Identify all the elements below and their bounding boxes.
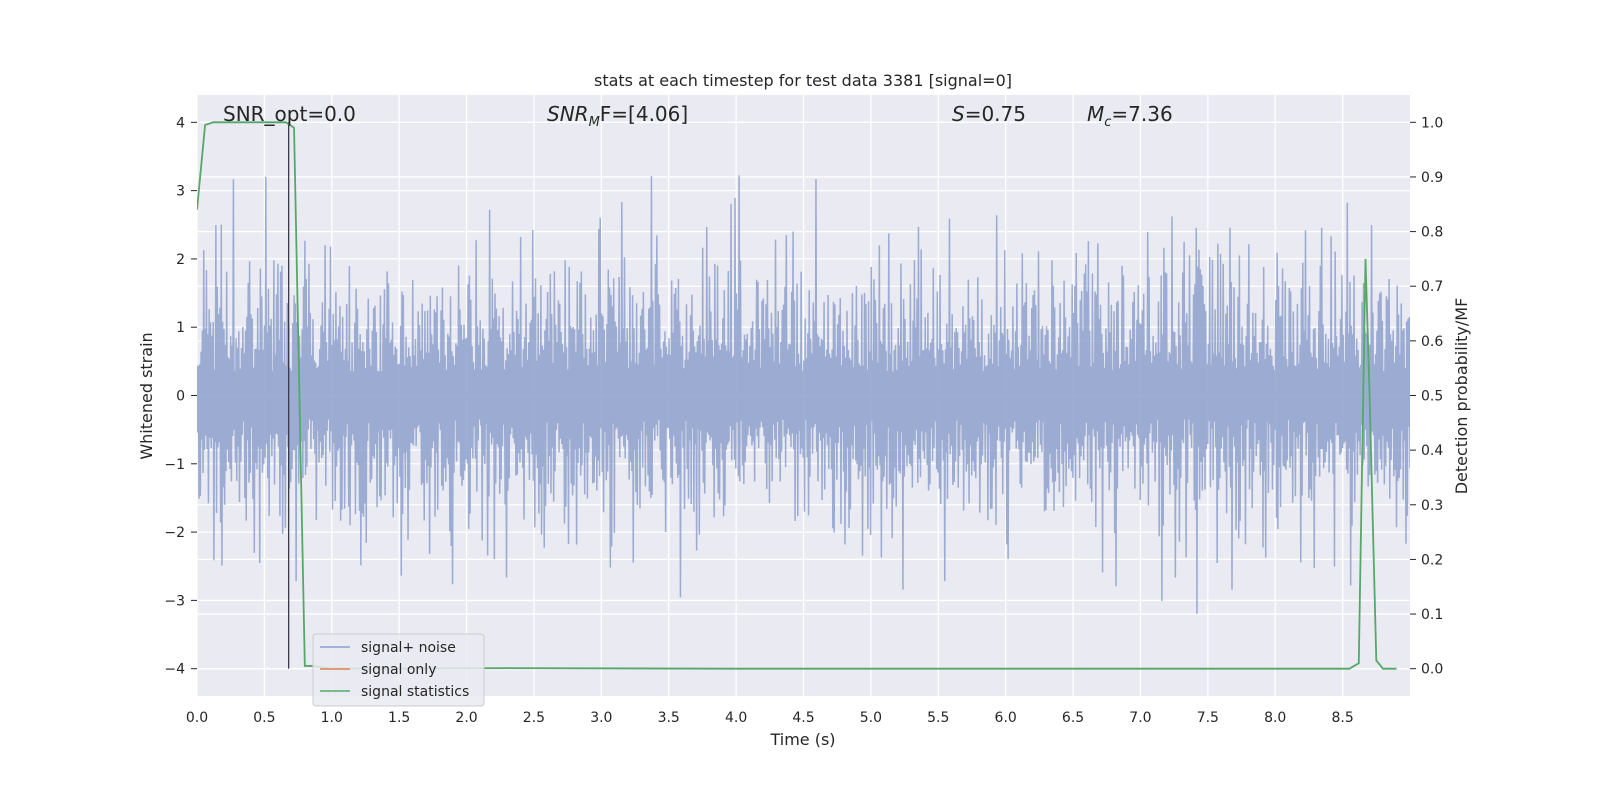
y2-tick-label: 0.5 — [1421, 389, 1443, 405]
y2-tick-label: 0.8 — [1421, 225, 1443, 241]
y2-ticks: 0.0 0.1 0.2 0.3 0.4 0.5 0.6 0.7 0.8 0.9 1.0 — [1410, 115, 1443, 678]
y-tick-label: −1 — [164, 457, 185, 473]
mc-subscript: c — [1104, 115, 1111, 130]
y-tick-label: 4 — [176, 115, 185, 131]
x-tick-label: 7.5 — [1197, 710, 1219, 726]
legend-label-signal-only: signal only — [361, 662, 436, 678]
legend-label-signal-noise: signal+ noise — [361, 640, 456, 656]
s-label: S — [952, 102, 965, 126]
x-tick-label: 5.5 — [927, 710, 949, 726]
statistics-series — [197, 121, 1397, 670]
x-tick-label: 2.5 — [523, 710, 545, 726]
y-tick-label: 0 — [176, 389, 185, 405]
legend: signal+ noise signal only signal statist… — [312, 633, 485, 707]
legend-box — [312, 633, 485, 707]
y-tick-label: −4 — [164, 662, 185, 678]
snr-mf-subscript: M — [589, 115, 600, 130]
x-tick-label: 0.5 — [253, 710, 275, 726]
y2-axis-label: Detection probability/MF — [1452, 298, 1471, 495]
y-tick-label: −2 — [164, 525, 185, 541]
snr-mf-label: SNR — [547, 102, 589, 126]
s-annotation: S=0.75 — [952, 102, 1026, 126]
s-value: =0.75 — [965, 102, 1026, 126]
x-tick-label: 1.5 — [388, 710, 410, 726]
x-tick-label: 8.0 — [1264, 710, 1286, 726]
x-tick-label: 6.5 — [1062, 710, 1084, 726]
x-tick-label: 3.5 — [658, 710, 680, 726]
x-tick-label: 8.5 — [1331, 710, 1353, 726]
mc-label: M — [1087, 102, 1104, 126]
x-tick-label: 4.5 — [792, 710, 814, 726]
y2-tick-label: 0.1 — [1421, 607, 1443, 623]
y2-tick-label: 0.4 — [1421, 443, 1443, 459]
x-tick-label: 7.0 — [1129, 710, 1151, 726]
y2-tick-label: 1.0 — [1421, 115, 1443, 131]
y2-tick-label: 0.3 — [1421, 498, 1443, 514]
x-tick-label: 1.0 — [321, 710, 343, 726]
y-tick-label: 1 — [176, 320, 185, 336]
x-tick-label: 6.0 — [995, 710, 1017, 726]
snr-mf-value: F=[4.06] — [600, 102, 688, 126]
x-tick-label: 2.0 — [455, 710, 477, 726]
x-tick-label: 0.0 — [186, 710, 208, 726]
y-tick-label: −3 — [164, 593, 185, 609]
y2-tick-label: 0.2 — [1421, 552, 1443, 568]
x-tick-label: 5.0 — [860, 710, 882, 726]
x-ticks: 0.0 0.5 1.0 1.5 2.0 2.5 3.0 3.5 4.0 4.5 5.0 5.5 6.0 6… — [186, 710, 1354, 726]
signal-statistics-line — [197, 121, 1397, 670]
y2-tick-label: 0.7 — [1421, 279, 1443, 295]
x-tick-label: 4.0 — [725, 710, 747, 726]
legend-label-signal-statistics: signal statistics — [361, 684, 469, 700]
snr-mf-annotation: SNRMF=[4.06] — [547, 102, 688, 130]
snr-opt-annotation: SNR_opt=0.0 — [223, 102, 356, 126]
signal-noise-line — [197, 175, 1410, 614]
mc-value: =7.36 — [1111, 102, 1172, 126]
x-axis-label: Time (s) — [769, 730, 835, 749]
y-tick-label: 3 — [176, 184, 185, 200]
y-ticks: −4 −3 −2 −1 0 1 2 3 4 — [164, 115, 197, 678]
y-tick-label: 2 — [176, 252, 185, 268]
y2-tick-label: 0.9 — [1421, 170, 1443, 186]
chart-title: stats at each timestep for test data 338… — [594, 71, 1012, 90]
x-tick-label: 3.0 — [590, 710, 612, 726]
y2-tick-label: 0.6 — [1421, 334, 1443, 350]
noise-series — [197, 175, 1410, 614]
mc-annotation: Mc=7.36 — [1087, 102, 1173, 130]
y-axis-label: Whitened strain — [137, 332, 156, 459]
y2-tick-label: 0.0 — [1421, 662, 1443, 678]
